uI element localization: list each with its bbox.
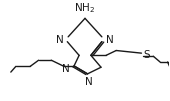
Text: N: N (85, 77, 93, 87)
Text: S: S (143, 50, 150, 60)
Text: NH$_2$: NH$_2$ (74, 1, 96, 15)
Text: N: N (56, 35, 64, 45)
Text: N: N (106, 35, 114, 45)
Text: N: N (62, 64, 70, 74)
